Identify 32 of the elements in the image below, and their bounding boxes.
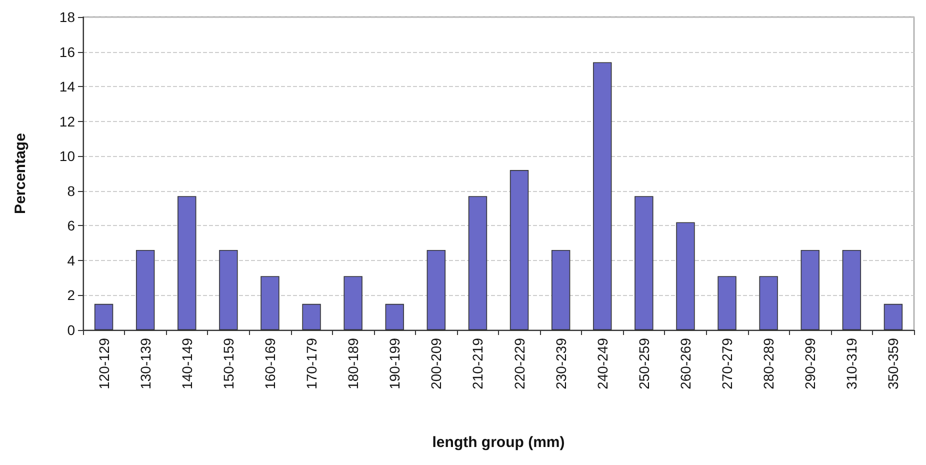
y-tick-label: 10 (59, 148, 76, 164)
x-axis-title: length group (mm) (432, 434, 565, 451)
x-tick-label: 180-189 (345, 338, 362, 390)
x-tick-label: 130-139 (137, 338, 154, 390)
x-tick-label: 220-229 (511, 338, 528, 390)
x-tick-label: 190-199 (386, 338, 403, 390)
x-tick-label: 170-179 (304, 338, 320, 390)
x-tick-label: 290-299 (802, 338, 818, 390)
y-tick-label: 8 (67, 182, 76, 199)
x-tick-label: 150-159 (220, 338, 236, 390)
x-tick-label: 120-129 (96, 338, 112, 390)
x-tick-label: 350-359 (885, 338, 902, 390)
x-tick-label: 270-279 (719, 338, 736, 390)
x-tick-label: 280-289 (760, 338, 777, 390)
y-tick-label: 18 (59, 9, 76, 25)
x-tick-label: 230-239 (552, 338, 569, 390)
y-tick-label: 16 (59, 44, 76, 60)
y-tick-label: 6 (67, 218, 76, 234)
x-tick-label: 310-319 (844, 338, 860, 390)
y-tick-label: 4 (67, 252, 76, 268)
x-tick-label: 200-209 (428, 338, 444, 390)
y-axis-title: Percentage (12, 133, 29, 214)
y-tick-label: 12 (59, 113, 76, 130)
y-tick-label: 14 (59, 78, 76, 95)
x-tick-label: 140-149 (178, 338, 195, 390)
x-tick-label: 210-219 (470, 338, 486, 390)
x-tick-label: 240-249 (594, 338, 610, 390)
x-tick-label: 160-169 (262, 338, 278, 390)
y-tick-label: 2 (67, 287, 76, 304)
y-tick-label: 0 (67, 322, 76, 338)
x-tick-label: 250-259 (636, 338, 652, 390)
x-tick-label: 260-269 (677, 338, 694, 390)
